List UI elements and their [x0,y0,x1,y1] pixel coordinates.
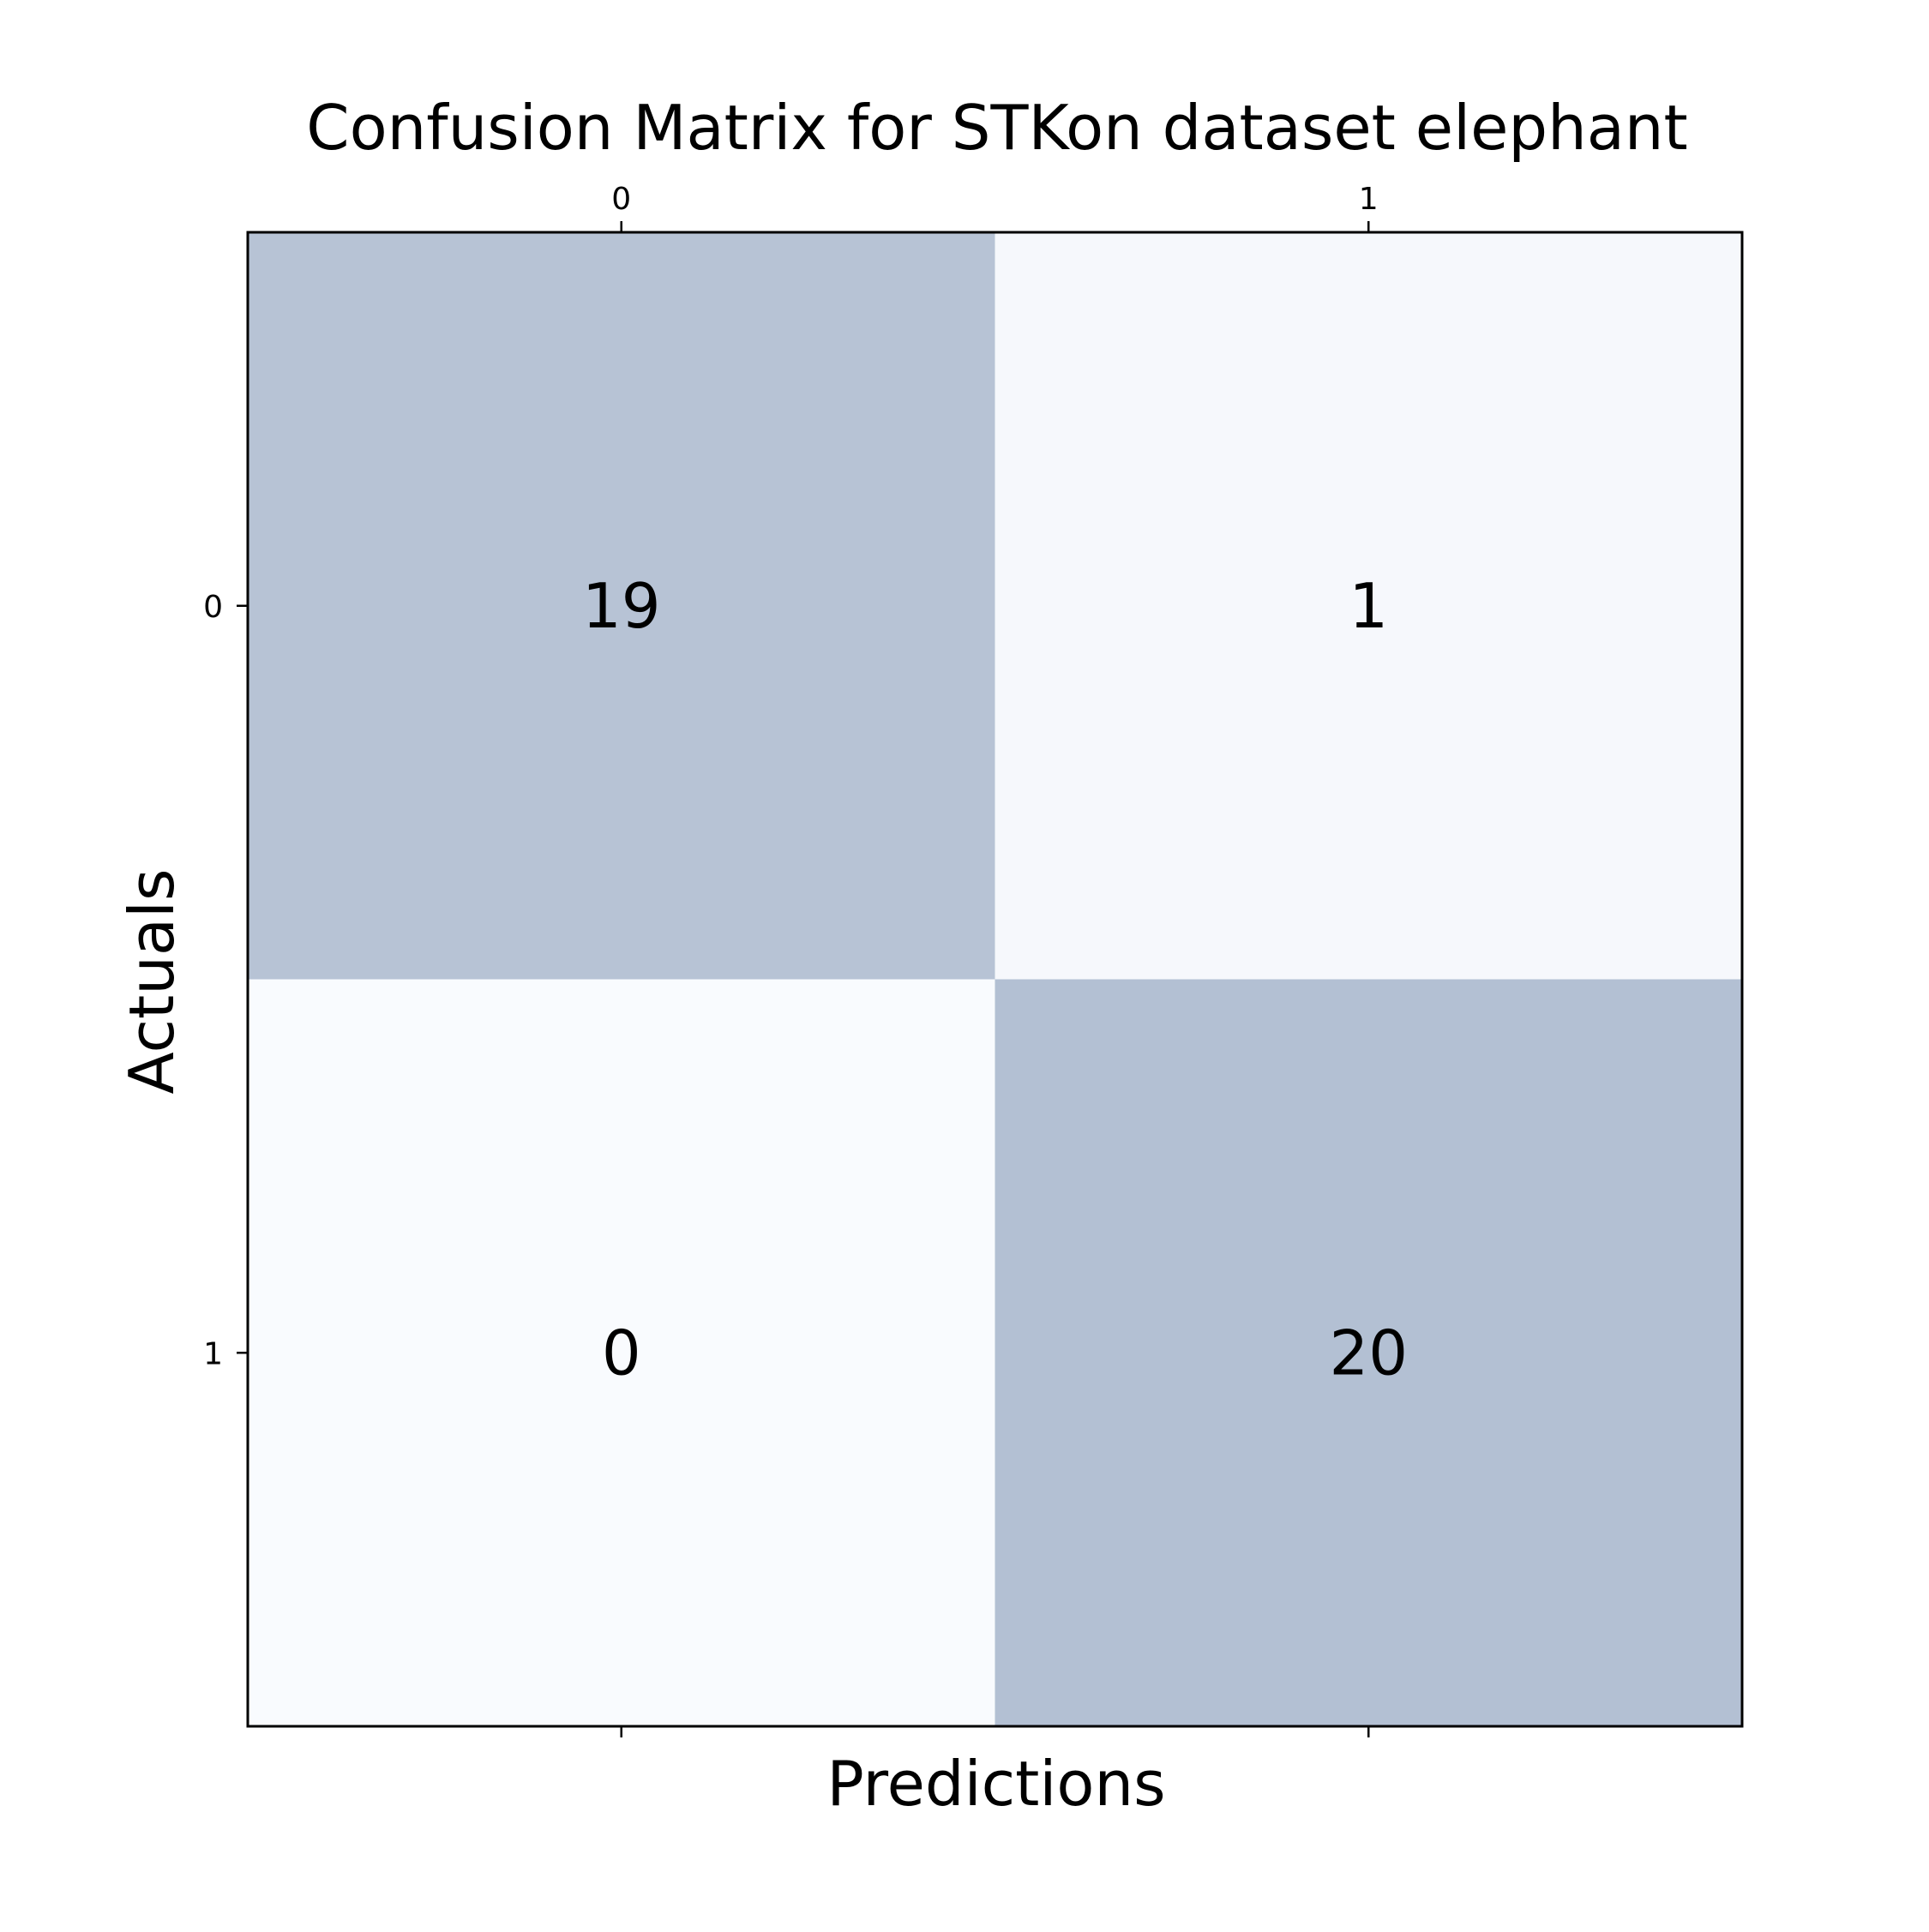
heatmap-cell-r1-c1 [995,979,1743,1727]
chart-title: Confusion Matrix for STKon dataset eleph… [306,92,1687,164]
cell-value-label: 0 [602,1317,641,1389]
y-tick-label: 1 [203,1336,223,1371]
heatmap-cell-r0-c1 [995,232,1743,980]
heatmap-cell-r1-c0 [248,979,995,1727]
cell-value-label: 1 [1349,570,1388,642]
x-tick-label: 1 [1359,182,1379,217]
cell-value-label: 20 [1329,1317,1408,1389]
y-tick-label: 0 [203,590,223,625]
ticks-layer: 0 1 0 1 [203,182,1379,1737]
x-tick-label: 0 [611,182,631,217]
heatmap-cell-r0-c0 [248,232,995,980]
cells-layer [248,232,1743,1727]
cell-labels-layer: 19 1 0 20 [582,570,1408,1389]
plot-frame [246,231,1744,1728]
cell-value-label: 19 [582,570,661,642]
y-axis-label: Actuals [116,868,188,1094]
x-axis-label: Predictions [826,1748,1165,1820]
